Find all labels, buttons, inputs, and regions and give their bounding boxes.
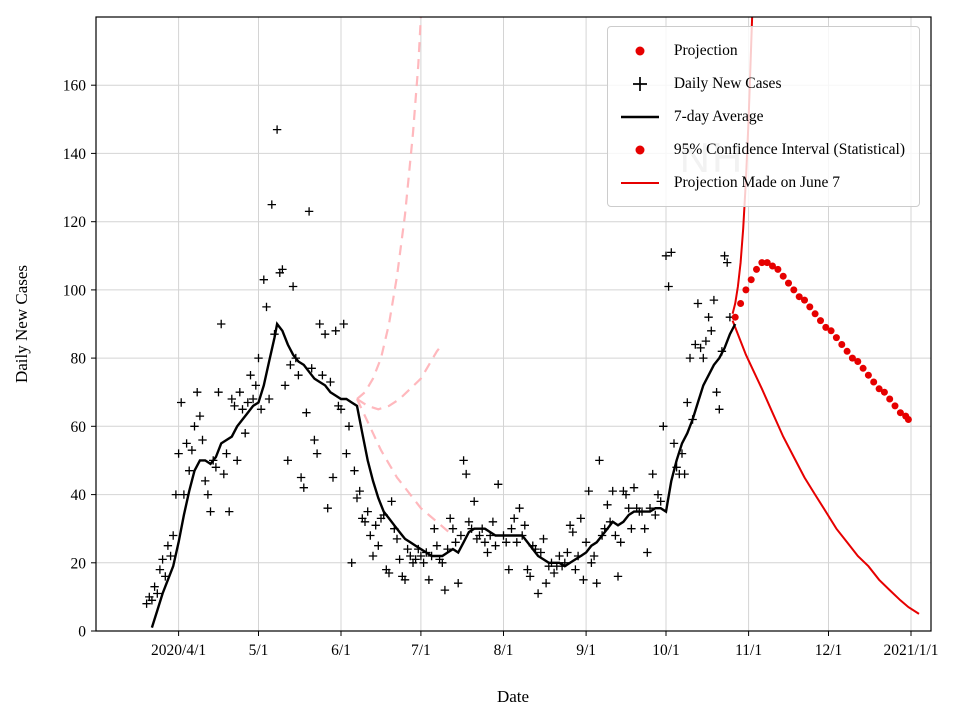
projection-dot <box>864 371 872 379</box>
june7-projection-line <box>356 347 441 411</box>
projection-dot <box>774 265 782 273</box>
projection-dot <box>859 364 867 372</box>
projection-dot <box>827 327 835 335</box>
legend: Projection Daily New Cases 7-day Average… <box>606 26 920 207</box>
legend-label: 95% Confidence Interval (Statistical) <box>673 140 905 158</box>
y-tick-label: 140 <box>63 146 87 163</box>
projection-dot <box>731 313 739 321</box>
projection-dot <box>875 385 883 393</box>
projection-dot <box>785 279 792 287</box>
legend-item-daily-new-cases: Daily New Cases <box>618 67 905 100</box>
y-tick-label: 100 <box>63 282 87 299</box>
projection-dot <box>886 395 894 403</box>
projection-dot <box>758 259 766 267</box>
projection-dot <box>832 334 840 342</box>
projection-dot <box>822 323 830 331</box>
projection-dot <box>753 265 760 273</box>
projection-dot <box>817 317 824 325</box>
projection-dot <box>870 378 878 386</box>
june7-projection-line <box>356 398 454 537</box>
projection-dot <box>790 286 798 294</box>
projection-dot <box>904 416 912 423</box>
projection-dot <box>769 262 776 270</box>
plot-border <box>95 16 932 632</box>
y-tick-label: 40 <box>71 487 87 504</box>
x-tick-label: 2020/4/1 <box>151 642 206 659</box>
y-tick-label: 80 <box>71 351 87 368</box>
seven-day-average-line <box>150 321 737 628</box>
projection-dot <box>880 388 888 396</box>
x-tick-label: 8/1 <box>494 642 514 659</box>
legend-item-projection-june7: Projection Made on June 7 <box>618 166 905 199</box>
projection-dot <box>811 310 819 318</box>
red-dot-icon <box>635 46 645 55</box>
y-tick-label: 0 <box>78 624 86 641</box>
x-tick-label: 2021/1/1 <box>883 642 938 659</box>
legend-item-confidence-interval: 95% Confidence Interval (Statistical) <box>618 133 905 166</box>
daily-new-cases-scatter <box>142 125 735 608</box>
y-tick-label: 120 <box>63 214 87 231</box>
projection-dot <box>891 402 899 410</box>
x-tick-label: 5/1 <box>249 642 269 659</box>
ci-lower-line <box>731 320 920 615</box>
x-tick-label: 7/1 <box>411 642 431 659</box>
june7-projection-line <box>356 17 422 400</box>
x-tick-label: 12/1 <box>815 642 843 659</box>
projection-dot <box>763 259 771 267</box>
legend-label: Daily New Cases <box>673 74 782 92</box>
projection-dot <box>896 409 904 417</box>
plus-marker-icon <box>632 76 647 91</box>
y-axis-label: Daily New Cases <box>12 264 31 384</box>
x-tick-label: 9/1 <box>576 642 596 659</box>
legend-label: 7-day Average <box>673 107 764 125</box>
projection-dot <box>801 296 808 304</box>
projection-dot <box>795 293 803 301</box>
x-axis-label: Date <box>496 687 530 706</box>
projection-dot <box>854 358 862 365</box>
legend-label: Projection <box>673 41 738 59</box>
legend-item-7day-average: 7-day Average <box>618 100 905 133</box>
red-dot-icon <box>635 145 645 154</box>
projection-dot <box>737 300 745 307</box>
projection-dot <box>742 286 750 294</box>
y-tick-label: 160 <box>63 78 87 95</box>
x-tick-label: 6/1 <box>331 642 351 659</box>
x-tick-label: 10/1 <box>652 642 680 659</box>
x-tick-label: 11/1 <box>735 642 762 659</box>
projection-dot <box>843 347 851 355</box>
projection-dot <box>806 303 814 311</box>
legend-item-projection: Projection <box>618 34 905 67</box>
y-tick-label: 20 <box>71 555 87 572</box>
legend-label: Projection Made on June 7 <box>673 173 841 191</box>
projection-dot <box>838 341 846 348</box>
projection-dot <box>779 272 787 280</box>
projection-dot <box>747 276 755 284</box>
red-line-icon <box>620 181 659 184</box>
projection-dot <box>848 354 856 362</box>
black-line-icon <box>620 115 659 118</box>
y-tick-label: 60 <box>71 419 87 436</box>
